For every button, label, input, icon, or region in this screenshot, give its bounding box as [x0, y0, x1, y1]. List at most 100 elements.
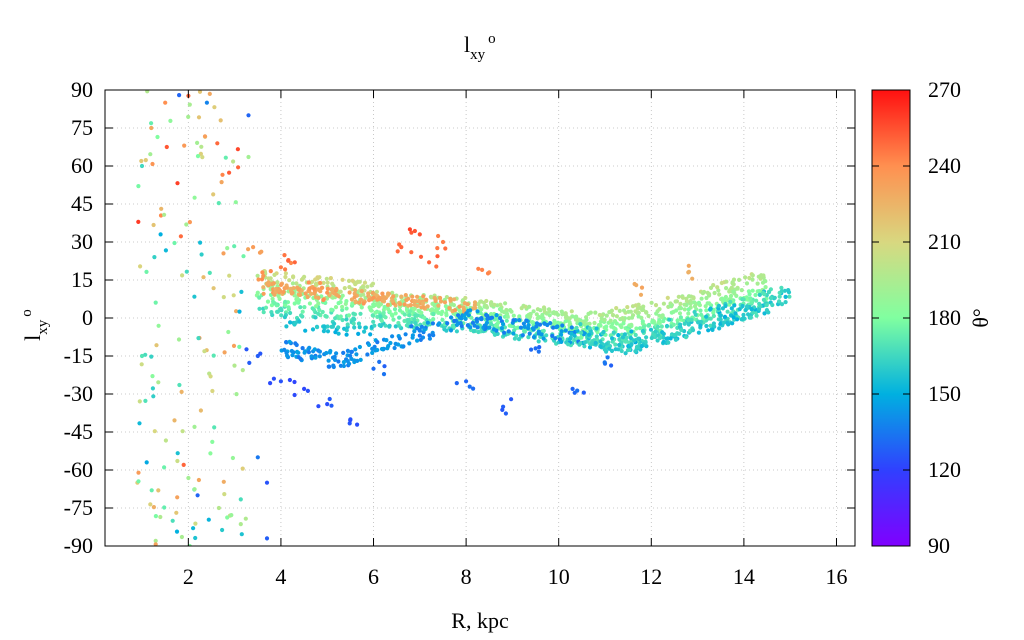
- data-point: [607, 346, 612, 351]
- data-point: [419, 305, 424, 310]
- data-point: [530, 326, 536, 331]
- data-point: [403, 293, 408, 298]
- data-point: [452, 297, 457, 302]
- data-point: [341, 363, 346, 369]
- data-point: [271, 376, 276, 381]
- data-point: [149, 125, 154, 131]
- data-point: [509, 323, 514, 329]
- data-point: [275, 309, 280, 314]
- data-point: [604, 324, 609, 329]
- data-point: [754, 298, 759, 303]
- data-point: [192, 424, 197, 429]
- data-point: [278, 306, 283, 311]
- data-point: [314, 283, 319, 288]
- data-point: [686, 311, 691, 316]
- data-point: [336, 301, 341, 306]
- data-point: [342, 326, 347, 331]
- data-point: [163, 248, 168, 253]
- data-point: [361, 301, 366, 306]
- data-point: [598, 339, 603, 344]
- data-point: [192, 294, 197, 299]
- data-point: [409, 324, 414, 329]
- data-point: [299, 313, 304, 318]
- y-axis-label: lxyo: [19, 309, 51, 341]
- data-point: [240, 466, 245, 471]
- colorbar-ticks: 270 240 210 180 150 120 90: [872, 77, 961, 558]
- data-point: [375, 340, 380, 345]
- data-point: [204, 100, 209, 105]
- data-point: [476, 266, 481, 271]
- data-point: [594, 334, 599, 339]
- data-point: [573, 315, 578, 320]
- data-point: [286, 258, 291, 263]
- data-point: [569, 309, 574, 314]
- data-point: [533, 346, 538, 351]
- data-point: [329, 307, 334, 312]
- data-point: [428, 308, 433, 313]
- data-point: [698, 308, 703, 313]
- data-point: [763, 285, 768, 290]
- data-point: [623, 351, 628, 356]
- data-point: [307, 301, 312, 306]
- data-point: [711, 323, 716, 328]
- data-point: [509, 397, 514, 402]
- data-point: [686, 307, 691, 312]
- data-point: [569, 325, 574, 330]
- data-point: [689, 317, 694, 322]
- data-point: [474, 317, 479, 322]
- data-point: [465, 323, 470, 328]
- data-point: [193, 535, 198, 541]
- data-point: [397, 308, 402, 313]
- data-point: [260, 270, 265, 275]
- data-point: [725, 320, 730, 326]
- data-point: [211, 286, 216, 291]
- data-point: [302, 350, 307, 355]
- data-point: [233, 200, 238, 205]
- data-point: [172, 240, 177, 246]
- data-point: [325, 280, 330, 285]
- data-point: [272, 272, 277, 277]
- data-point: [137, 399, 142, 404]
- data-point: [327, 364, 332, 369]
- data-point: [766, 289, 772, 294]
- data-point: [302, 305, 307, 310]
- data-point: [201, 275, 206, 280]
- data-point: [704, 308, 709, 313]
- data-point: [601, 329, 606, 335]
- data-point: [715, 285, 720, 290]
- data-point: [626, 309, 631, 314]
- data-point: [748, 296, 753, 301]
- data-point: [623, 339, 628, 344]
- data-point: [673, 337, 679, 342]
- data-point: [529, 347, 534, 352]
- data-point: [182, 143, 187, 148]
- data-point: [512, 336, 518, 341]
- data-point: [328, 276, 333, 281]
- data-point: [210, 439, 215, 444]
- data-point: [324, 350, 329, 356]
- data-point: [180, 429, 185, 434]
- data-point: [313, 315, 318, 320]
- data-point: [278, 379, 283, 384]
- data-point: [415, 303, 420, 309]
- data-point: [536, 329, 541, 334]
- data-point: [303, 291, 308, 296]
- data-point: [154, 343, 159, 348]
- data-point: [597, 312, 602, 318]
- data-point: [632, 338, 637, 343]
- data-point: [418, 254, 424, 259]
- data-point: [536, 339, 541, 344]
- data-point: [686, 269, 692, 274]
- data-point: [266, 281, 271, 287]
- data-point: [243, 516, 248, 521]
- data-point: [231, 293, 236, 298]
- data-point: [678, 322, 683, 327]
- data-point: [710, 327, 715, 332]
- data-point: [288, 320, 293, 325]
- data-point: [497, 307, 503, 312]
- data-point: [290, 353, 295, 358]
- data-point: [359, 289, 364, 294]
- data-point: [705, 301, 710, 306]
- data-point: [344, 306, 349, 311]
- data-point: [610, 313, 616, 318]
